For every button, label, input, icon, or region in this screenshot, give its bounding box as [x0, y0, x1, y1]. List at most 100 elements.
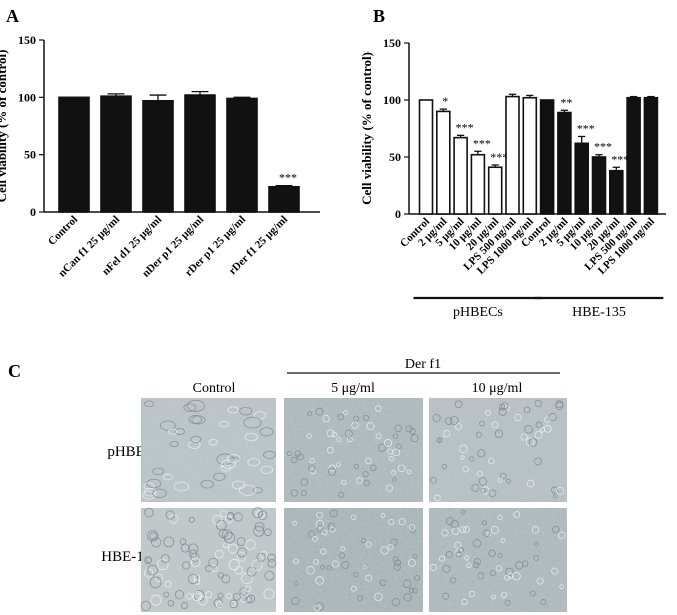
cell: [490, 526, 499, 534]
cell: [441, 529, 449, 537]
cell: [392, 556, 399, 563]
category-label: Control: [46, 214, 80, 248]
cell: [327, 522, 335, 531]
cell: [466, 562, 472, 569]
cell: [253, 487, 263, 494]
cell: [159, 420, 176, 431]
cell: [489, 569, 496, 577]
cell: [523, 406, 531, 414]
cell: [213, 472, 226, 481]
cell: [365, 574, 373, 582]
cell: [321, 529, 328, 536]
cell: [223, 532, 236, 544]
cell: [450, 519, 459, 529]
cell: [232, 592, 241, 601]
cell: [449, 416, 459, 425]
cell: [552, 493, 558, 499]
cell: [528, 438, 538, 447]
cell: [488, 457, 495, 465]
significance-label: ***: [490, 150, 508, 164]
cell: [320, 548, 327, 555]
column-label-5ug: 5 μg/ml: [331, 381, 375, 396]
bar: [453, 136, 468, 215]
panel-label-c: C: [8, 361, 21, 381]
cell: [410, 528, 416, 534]
cell: [455, 551, 462, 558]
cell: [210, 565, 218, 572]
cell: [551, 567, 559, 575]
bar: [591, 156, 607, 215]
cell: [245, 596, 253, 604]
cell: [328, 467, 337, 476]
cell: [475, 431, 482, 438]
cell: [395, 443, 402, 450]
cell: [491, 594, 496, 600]
cell: [188, 549, 198, 558]
cell: [434, 494, 441, 502]
cell: [315, 407, 324, 416]
cell: [144, 507, 154, 518]
cell: [391, 598, 400, 607]
y-tick-label: 0: [395, 207, 401, 221]
cell: [534, 457, 542, 466]
cell: [216, 519, 227, 531]
cell: [500, 538, 506, 543]
cell: [246, 594, 256, 604]
cell: [543, 425, 552, 433]
der-f1-label: Der f1: [405, 357, 441, 372]
bar: [268, 185, 300, 213]
cell: [497, 477, 503, 483]
micrograph-hbe135-5ug: [284, 508, 423, 612]
cell: [353, 463, 360, 470]
cell: [380, 513, 386, 518]
cell: [190, 557, 201, 568]
cell: [394, 424, 402, 433]
y-tick-label: 150: [18, 33, 36, 47]
cell: [150, 594, 162, 606]
cell: [221, 459, 236, 469]
cell: [162, 473, 173, 481]
cell: [444, 417, 453, 425]
cell: [204, 591, 213, 599]
cell: [267, 558, 277, 568]
bar: [142, 99, 174, 213]
cell: [341, 561, 350, 569]
cell: [535, 421, 543, 429]
cell: [329, 509, 338, 518]
cell: [168, 428, 178, 435]
cell: [151, 537, 162, 548]
cell: [432, 414, 441, 423]
cell: [379, 579, 387, 586]
cell: [144, 568, 154, 578]
cell: [146, 478, 162, 489]
cell: [223, 542, 230, 549]
cell: [536, 577, 544, 585]
cell: [293, 581, 299, 587]
cell: [315, 520, 325, 529]
cell: [300, 478, 309, 486]
cell: [350, 585, 357, 592]
bar: [574, 142, 590, 215]
cell: [391, 470, 396, 476]
cell: [167, 599, 175, 607]
cell: [200, 479, 214, 489]
cell: [409, 427, 416, 435]
cell: [392, 433, 399, 439]
cell: [458, 547, 464, 553]
micrograph-phbecs-5ug: [284, 398, 423, 502]
cell: [369, 464, 377, 472]
cell: [390, 538, 398, 547]
cell: [237, 552, 247, 562]
cell: [485, 410, 491, 416]
cell: [548, 413, 557, 422]
panel-label-b: B: [373, 6, 385, 26]
cell: [253, 411, 267, 420]
cell: [228, 559, 240, 571]
cell: [513, 511, 521, 518]
bar: [435, 110, 451, 215]
cell: [212, 515, 223, 525]
cell: [322, 414, 330, 423]
cell: [488, 489, 497, 498]
cell: [405, 425, 413, 433]
